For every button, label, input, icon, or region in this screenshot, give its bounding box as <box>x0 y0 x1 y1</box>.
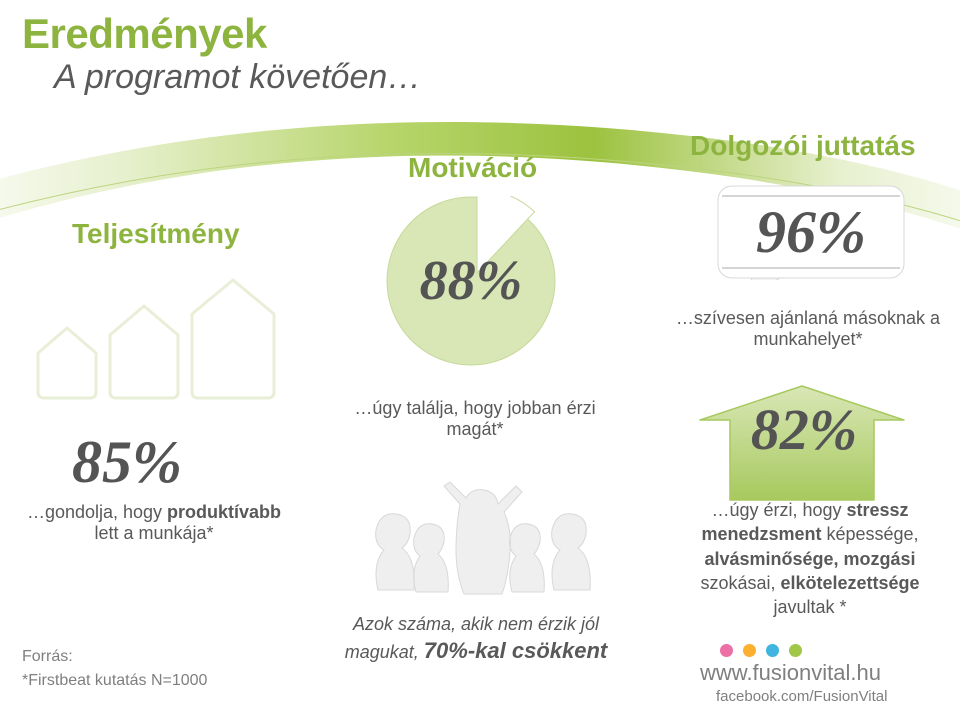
footer-fb: facebook.com/FusionVital <box>716 688 887 705</box>
footer-dots <box>720 644 802 657</box>
motivation-foot-l1: Azok száma, akik nem érzik jól <box>326 612 626 636</box>
stress-desc-l1: …úgy érzi, hogy stressz <box>668 498 952 522</box>
stress-desc-l4: szokásai, elkötelezettsége <box>668 571 952 595</box>
motivation-foot-l2: magukat, 70%-kal csökkent <box>326 636 626 666</box>
motivation-footer: Azok száma, akik nem érzik jól magukat, … <box>326 612 626 666</box>
footer-dot <box>766 644 779 657</box>
motivation-desc-l1: …úgy találja, hogy jobban érzi <box>340 398 610 419</box>
motivation-desc: …úgy találja, hogy jobban érzi magát* <box>340 398 610 440</box>
motivation-foot-l2-big: 70%-kal csökkent <box>424 638 607 663</box>
source-label: Forrás: <box>22 648 73 666</box>
pie-center-label: 88% <box>386 196 556 366</box>
benefit-value: 96% <box>716 184 906 280</box>
label-benefit: Dolgozói juttatás <box>690 130 916 162</box>
page-title: Eredmények <box>22 10 267 58</box>
benefit-desc: …szívesen ajánlaná másoknak a munkahelye… <box>660 308 956 350</box>
stress-desc: …úgy érzi, hogy stressz menedzsment képe… <box>668 498 952 619</box>
label-motivation: Motiváció <box>408 152 537 184</box>
page-subtitle: A programot követően… <box>54 58 421 97</box>
performance-houses <box>30 262 292 402</box>
motivation-desc-l2: magát* <box>340 419 610 440</box>
stress-desc-l5: javultak * <box>668 595 952 619</box>
footer-dot <box>743 644 756 657</box>
label-performance: Teljesítmény <box>72 218 240 250</box>
performance-desc: …gondolja, hogy produktívabb lett a munk… <box>14 502 294 544</box>
benefit-desc-l2: munkahelyet* <box>660 329 956 350</box>
footer-site: www.fusionvital.hu <box>700 660 881 686</box>
footer-dot <box>720 644 733 657</box>
performance-desc-post: lett a munkája* <box>94 523 213 543</box>
benefit-bubble: 96% <box>716 184 906 280</box>
performance-desc-bold: produktívabb <box>167 502 281 522</box>
performance-value: 85% <box>72 428 182 497</box>
motivation-pie: 88% <box>386 196 556 366</box>
performance-desc-pre: …gondolja, hogy <box>27 502 167 522</box>
people-silhouettes <box>356 480 596 600</box>
footer-dot <box>789 644 802 657</box>
stress-value: 82% <box>704 396 904 463</box>
stress-desc-l3: alvásminősége, mozgási <box>668 547 952 571</box>
source-detail: *Firstbeat kutatás N=1000 <box>22 672 207 690</box>
stress-desc-l2: menedzsment képessége, <box>668 522 952 546</box>
slide: { "header": { "title": "Eredmények", "ti… <box>0 0 960 705</box>
benefit-desc-l1: …szívesen ajánlaná másoknak a <box>660 308 956 329</box>
motivation-foot-l2-pre: magukat, <box>345 642 424 662</box>
